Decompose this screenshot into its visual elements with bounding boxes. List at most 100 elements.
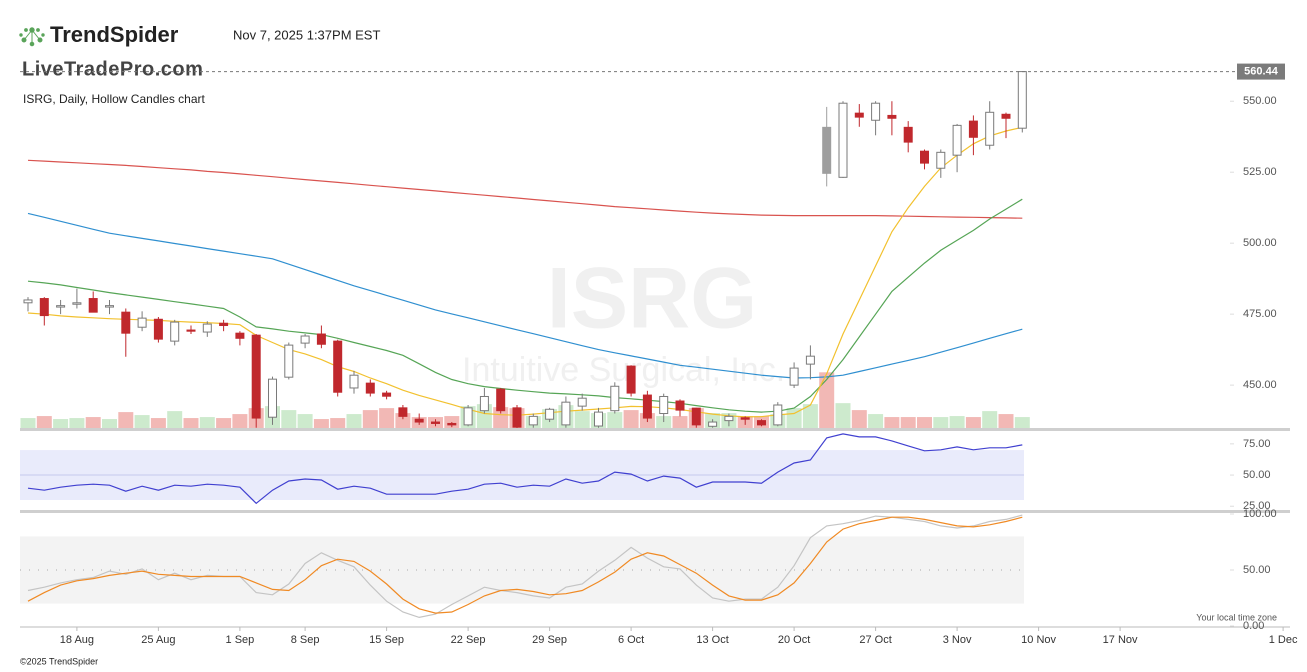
brand: TrendSpider (50, 22, 179, 47)
volume-bar (623, 410, 639, 428)
candle-body (691, 407, 701, 426)
volume-bar (982, 411, 998, 428)
volume-bar (949, 416, 965, 428)
x-tick-label: 10 Nov (1021, 634, 1056, 646)
y-tick-label: 450.00 (1243, 379, 1277, 391)
candle-body (186, 329, 196, 332)
last-price-box (1237, 63, 1285, 80)
chart-label: ISRG, Daily, Hollow Candles chart (23, 92, 206, 106)
y-tick-label: 25.00 (1243, 500, 1271, 512)
y-tick-label: 100.00 (1243, 508, 1277, 520)
candle-body (1001, 113, 1011, 119)
indicator-line (27, 516, 1023, 614)
volume-bar (330, 418, 346, 428)
candle-body (447, 422, 457, 426)
candle-body (545, 408, 555, 420)
moving-average (27, 212, 1023, 379)
volume-bar (232, 414, 248, 428)
x-tick-label: 1 Dec (1269, 634, 1298, 646)
candle-body (496, 388, 506, 412)
candle-body (398, 407, 408, 417)
symbol-watermark: ISRG (547, 251, 757, 347)
candle-body (137, 317, 147, 328)
timezone-note: Your local time zone (1196, 612, 1277, 622)
volume-bar (134, 415, 150, 428)
logo-icon (19, 27, 45, 47)
volume-bar (493, 407, 509, 428)
volume-bar (917, 417, 932, 428)
indicator-band (20, 536, 1024, 604)
y-tick-label: 550.00 (1243, 95, 1277, 107)
x-tick-label: 3 Nov (943, 634, 972, 646)
x-tick-label: 27 Oct (859, 634, 891, 646)
copyright: ©2025 TrendSpider (20, 656, 98, 666)
volume-bar (607, 412, 623, 428)
candle-body (153, 318, 163, 340)
x-tick-label: 17 Nov (1103, 634, 1138, 646)
candle-body (349, 374, 359, 389)
volume-bar (346, 414, 362, 428)
x-tick-label: 6 Oct (618, 634, 644, 646)
volume-bar (118, 412, 134, 428)
volume-bar (199, 417, 215, 428)
candle-body (39, 298, 49, 317)
candle-body (88, 298, 98, 313)
candle-body (268, 378, 277, 418)
candle-body (72, 302, 82, 305)
volume-bar (802, 404, 818, 428)
candle-body (528, 415, 538, 426)
candle-body (512, 407, 522, 428)
volume-bar (36, 416, 52, 428)
volume-bar (868, 414, 884, 428)
candle-body (121, 311, 131, 334)
candle-body (365, 382, 375, 394)
candle-body (952, 124, 962, 156)
volume-bar (574, 411, 590, 428)
candle-body (920, 150, 929, 164)
candle-body (414, 418, 424, 423)
timestamp: Nov 7, 2025 1:37PM EST (233, 27, 380, 42)
candle-body (838, 102, 848, 178)
candle-body (822, 126, 832, 174)
x-tick-label: 18 Aug (60, 634, 94, 646)
candle-body (626, 365, 636, 394)
candle-body (333, 340, 343, 393)
candle-body (805, 355, 815, 365)
candle-body (740, 417, 750, 420)
volume-bar (313, 419, 329, 428)
candle-body (594, 411, 603, 427)
candle-body (316, 333, 326, 345)
candle-body (610, 385, 620, 412)
candle-body (887, 114, 897, 119)
volume-bar (786, 408, 802, 428)
candle-body (936, 151, 946, 169)
volume-bar (85, 417, 101, 428)
candle-body (708, 421, 718, 427)
candle-body (724, 415, 734, 422)
candle-body (985, 111, 995, 146)
candle-body (219, 322, 229, 327)
volume-bar (965, 417, 981, 428)
y-tick-label: 50.00 (1243, 564, 1271, 576)
last-price-label: 560.44 (1244, 65, 1279, 77)
volume-bar (884, 417, 900, 428)
volume-bar (998, 414, 1014, 428)
x-tick-label: 1 Sep (226, 634, 255, 646)
pane (20, 71, 1030, 428)
y-tick-label: 0.00 (1243, 620, 1264, 632)
candle-body (789, 367, 799, 386)
y-tick-label: 75.00 (1243, 438, 1271, 450)
pane-separator (20, 510, 1290, 513)
moving-average (27, 126, 1023, 418)
indicator-line (27, 433, 1023, 505)
candle-body (675, 400, 685, 411)
candle-body (854, 112, 864, 118)
x-tick-label: 25 Aug (141, 634, 175, 646)
volume-bar (183, 418, 199, 428)
candle-body (968, 120, 978, 138)
pane (20, 433, 1024, 505)
candle-body (1017, 71, 1027, 129)
volume-bar (362, 410, 378, 428)
volume-bar (900, 417, 916, 428)
